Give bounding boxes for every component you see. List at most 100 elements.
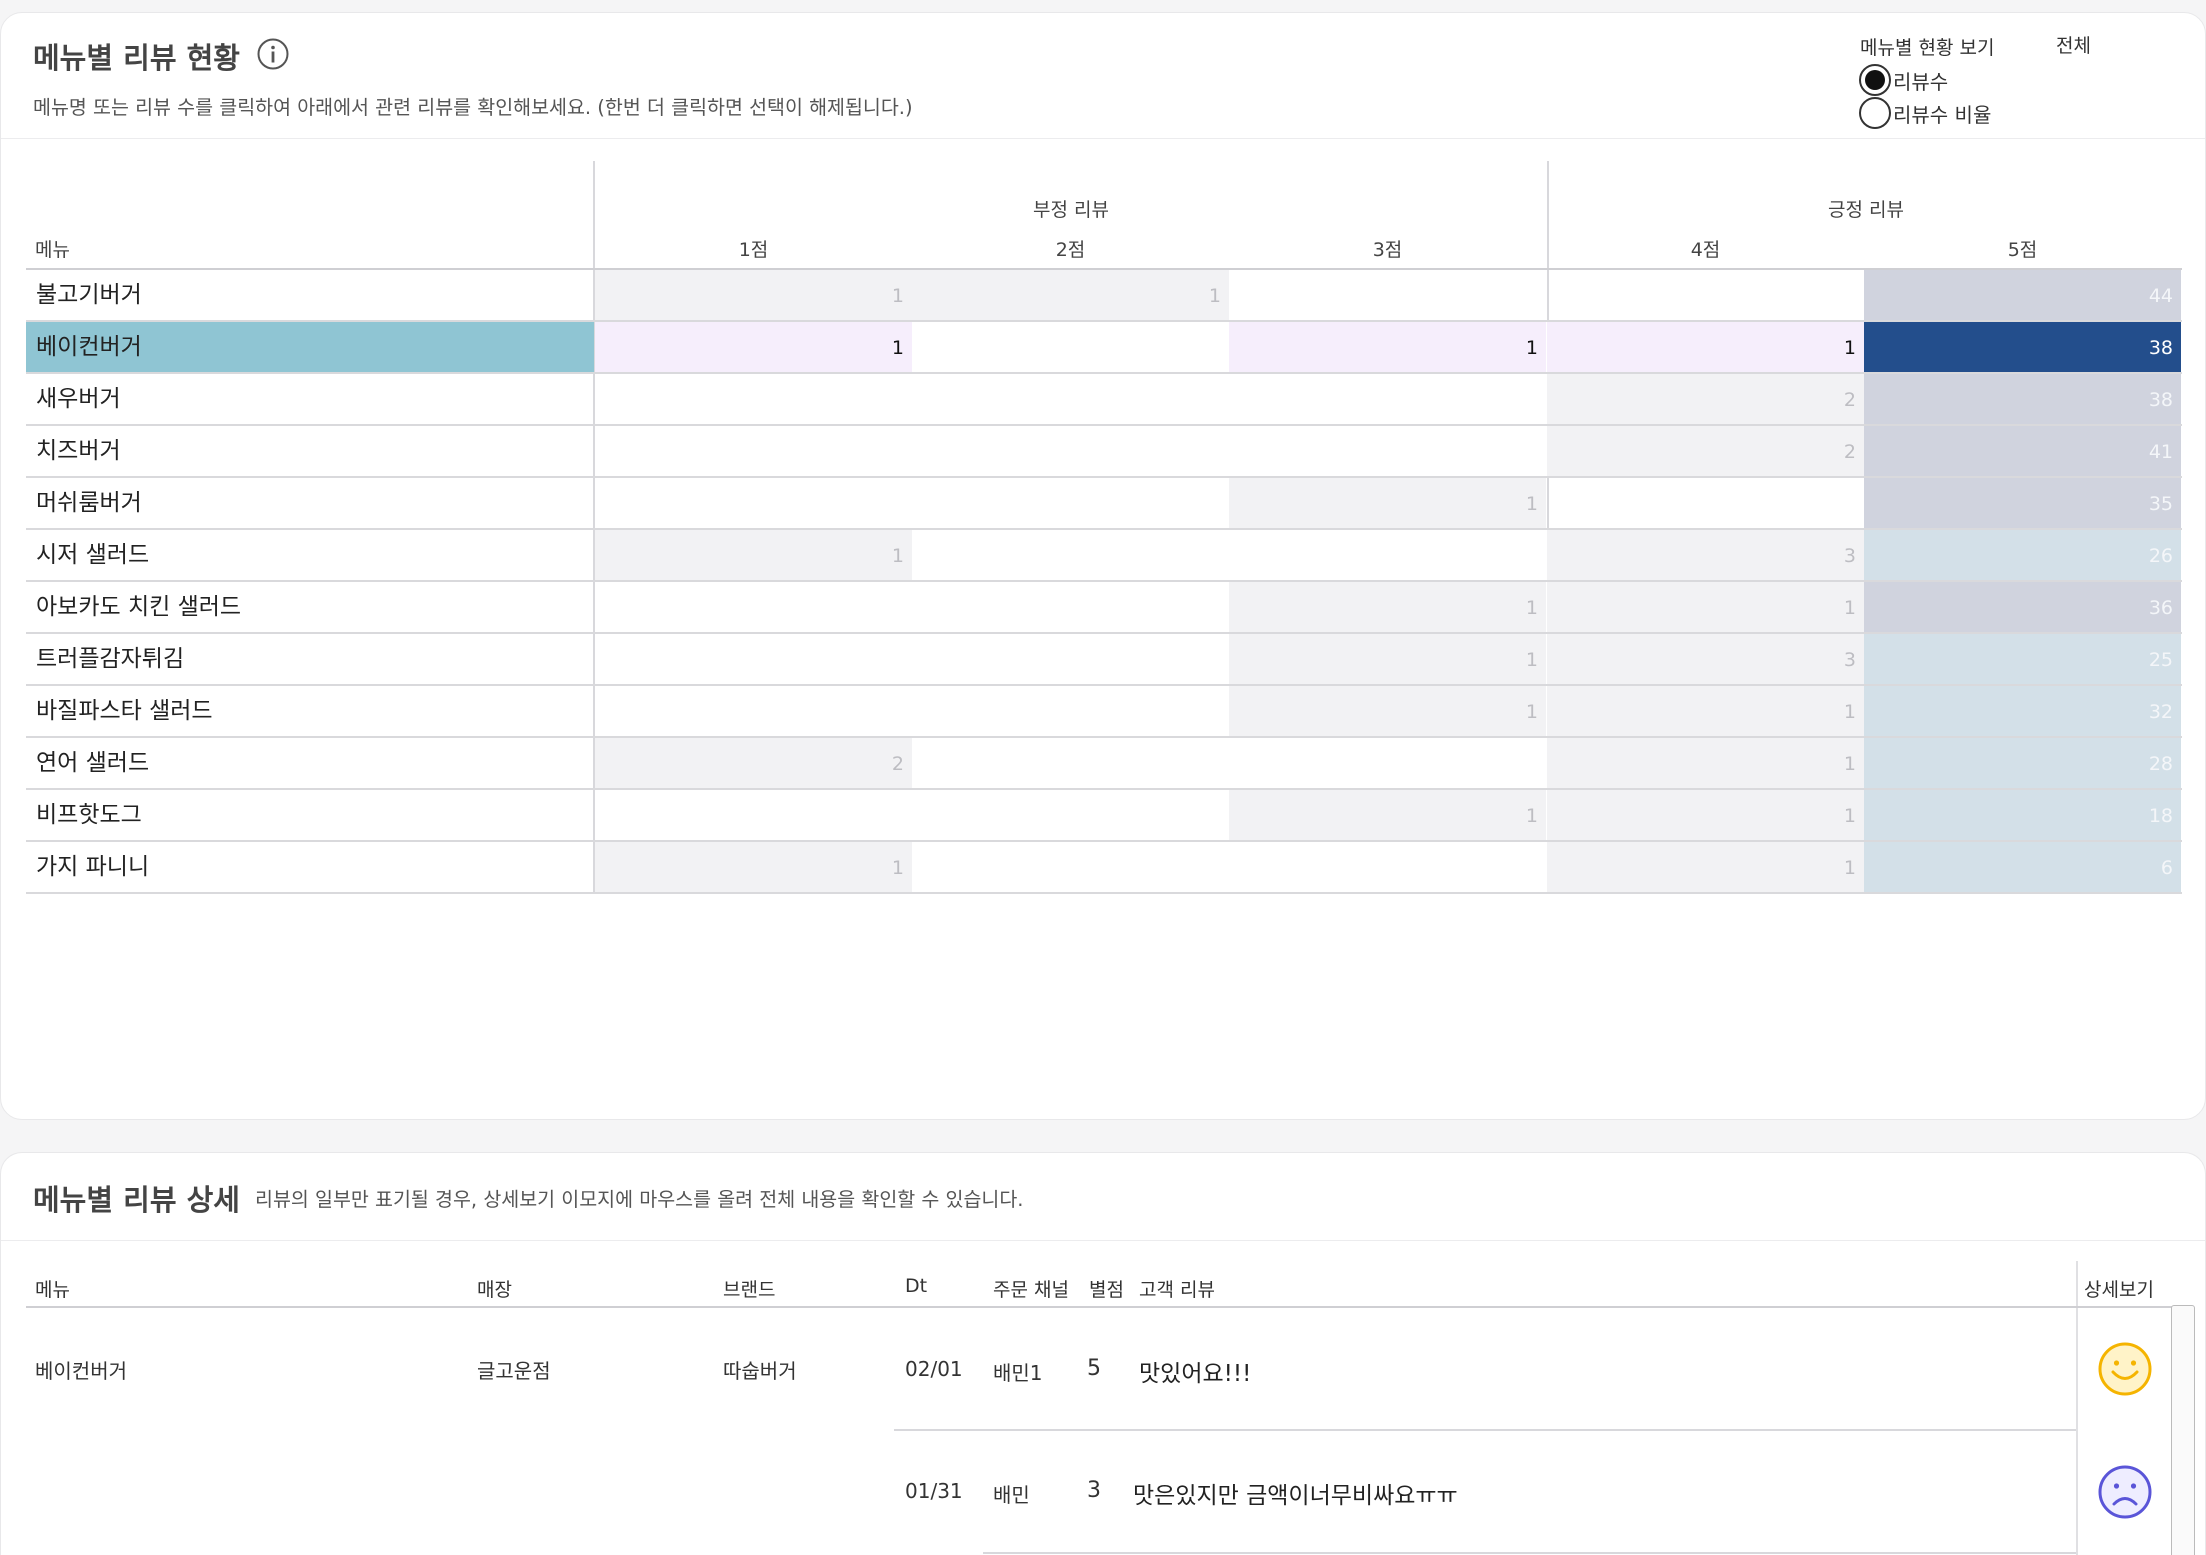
matrix-menu-cell[interactable]: 치즈버거 bbox=[36, 438, 121, 464]
matrix-score-4-cell[interactable]: 1 bbox=[1547, 686, 1864, 736]
matrix-score-5-cell[interactable]: 38 bbox=[1864, 374, 2181, 424]
matrix-score-5-cell[interactable]: 26 bbox=[1864, 530, 2181, 580]
matrix-score-3-cell[interactable] bbox=[1229, 842, 1546, 892]
matrix-score-1-cell[interactable]: 1 bbox=[595, 842, 912, 892]
row-divider bbox=[983, 1552, 2076, 1554]
matrix-score-2-cell[interactable] bbox=[912, 374, 1229, 424]
matrix-score-3-cell[interactable]: 1 bbox=[1229, 634, 1546, 684]
detail-menu-cell[interactable]: 베이컨버거 bbox=[35, 1359, 127, 1383]
detail-review-header: 고객 리뷰 bbox=[1139, 1279, 1215, 1301]
matrix-score-2-cell[interactable] bbox=[912, 738, 1229, 788]
matrix-score-4-cell[interactable]: 1 bbox=[1547, 582, 1864, 632]
matrix-score-5-cell[interactable]: 28 bbox=[1864, 738, 2181, 788]
matrix-score-5-cell[interactable]: 41 bbox=[1864, 426, 2181, 476]
matrix-score-1-cell[interactable]: 1 bbox=[595, 322, 912, 372]
detail-view-header: 상세보기 bbox=[2084, 1279, 2154, 1301]
matrix-score-2-cell[interactable] bbox=[912, 530, 1229, 580]
matrix-score-4-cell[interactable]: 2 bbox=[1547, 374, 1864, 424]
group-divider-right bbox=[1547, 161, 1549, 893]
matrix-score-4-cell[interactable]: 1 bbox=[1547, 842, 1864, 892]
matrix-score-2-cell[interactable] bbox=[912, 842, 1229, 892]
matrix-score-3-cell[interactable] bbox=[1229, 530, 1546, 580]
matrix-score-5-cell[interactable]: 25 bbox=[1864, 634, 2181, 684]
matrix-menu-cell[interactable]: 머쉬룸버거 bbox=[36, 490, 142, 516]
review-date: 02/01 bbox=[905, 1357, 963, 1381]
radio-button[interactable] bbox=[1859, 97, 1891, 129]
matrix-score-1-cell[interactable] bbox=[595, 478, 912, 528]
matrix-score-3-cell[interactable] bbox=[1229, 738, 1546, 788]
matrix-score-2-cell[interactable] bbox=[912, 634, 1229, 684]
matrix-score-4-cell[interactable] bbox=[1547, 478, 1864, 528]
matrix-row: 비프핫도그 1 1 18 bbox=[26, 790, 2182, 842]
matrix-score-5-cell[interactable]: 44 bbox=[1864, 270, 2181, 320]
matrix-score-3-cell[interactable]: 1 bbox=[1229, 478, 1546, 528]
matrix-row: 치즈버거 2 41 bbox=[26, 426, 2182, 478]
radio-review-ratio[interactable]: 리뷰수 비율 bbox=[1859, 97, 1991, 129]
matrix-score-4-cell[interactable]: 3 bbox=[1547, 634, 1864, 684]
matrix-score-2-cell[interactable] bbox=[912, 686, 1229, 736]
negative-review-header: 부정 리뷰 bbox=[1033, 199, 1109, 221]
matrix-score-5-cell[interactable]: 35 bbox=[1864, 478, 2181, 528]
matrix-score-3-cell[interactable] bbox=[1229, 270, 1546, 320]
smile-icon[interactable] bbox=[2097, 1341, 2153, 1397]
matrix-score-2-cell[interactable] bbox=[912, 478, 1229, 528]
matrix-menu-cell[interactable]: 바질파스타 샐러드 bbox=[36, 698, 213, 724]
matrix-menu-cell[interactable]: 불고기버거 bbox=[36, 282, 142, 308]
matrix-score-4-cell[interactable]: 1 bbox=[1547, 738, 1864, 788]
matrix-score-1-cell[interactable]: 2 bbox=[595, 738, 912, 788]
matrix-menu-cell[interactable]: 트러플감자튀김 bbox=[36, 646, 185, 672]
matrix-score-3-cell[interactable] bbox=[1229, 374, 1546, 424]
score-3-header: 3점 bbox=[1372, 239, 1403, 261]
matrix-score-5-cell[interactable]: 32 bbox=[1864, 686, 2181, 736]
matrix-row: 가지 파니니 1 1 6 bbox=[26, 842, 2182, 894]
matrix-score-3-cell[interactable]: 1 bbox=[1229, 790, 1546, 840]
review-channel: 배민1 bbox=[993, 1361, 1043, 1385]
matrix-score-1-cell[interactable]: 1 bbox=[595, 530, 912, 580]
radio-review-count-label: 리뷰수 bbox=[1893, 69, 1949, 94]
score-4-header: 4점 bbox=[1690, 239, 1721, 261]
matrix-score-4-cell[interactable]: 3 bbox=[1547, 530, 1864, 580]
matrix-score-3-cell[interactable]: 1 bbox=[1229, 322, 1546, 372]
matrix-menu-cell[interactable]: 시저 샐러드 bbox=[36, 542, 150, 568]
detail-scrollbar[interactable] bbox=[2171, 1305, 2195, 1555]
matrix-score-3-cell[interactable] bbox=[1229, 426, 1546, 476]
matrix-score-1-cell[interactable] bbox=[595, 426, 912, 476]
matrix-score-3-cell[interactable]: 1 bbox=[1229, 686, 1546, 736]
matrix-score-4-cell[interactable]: 1 bbox=[1547, 790, 1864, 840]
matrix-score-4-cell[interactable]: 1 bbox=[1547, 322, 1864, 372]
matrix-score-1-cell[interactable]: 1 bbox=[595, 270, 912, 320]
matrix-menu-cell[interactable]: 연어 샐러드 bbox=[36, 750, 150, 776]
matrix-score-2-cell[interactable]: 1 bbox=[912, 270, 1229, 320]
menu-review-detail-card: 메뉴별 리뷰 상세 리뷰의 일부만 표기될 경우, 상세보기 이모지에 마우스를… bbox=[0, 1152, 2206, 1555]
radio-review-count[interactable]: 리뷰수 bbox=[1859, 64, 1948, 96]
matrix-menu-cell[interactable]: 새우버거 bbox=[36, 386, 121, 412]
matrix-score-3-cell[interactable]: 1 bbox=[1229, 582, 1546, 632]
detail-rating-header: 별점 bbox=[1089, 1279, 1124, 1301]
matrix-menu-cell[interactable]: 가지 파니니 bbox=[36, 854, 150, 880]
matrix-score-2-cell[interactable] bbox=[912, 426, 1229, 476]
matrix-score-5-cell[interactable]: 6 bbox=[1864, 842, 2181, 892]
detail-brand-cell: 따숩버거 bbox=[723, 1359, 797, 1383]
matrix-score-2-cell[interactable] bbox=[912, 582, 1229, 632]
matrix-score-5-cell[interactable]: 36 bbox=[1864, 582, 2181, 632]
matrix-score-2-cell[interactable] bbox=[912, 790, 1229, 840]
frown-icon[interactable] bbox=[2097, 1464, 2153, 1520]
scope-label: 전체 bbox=[2056, 35, 2091, 57]
info-icon[interactable] bbox=[256, 37, 290, 71]
matrix-score-2-cell[interactable] bbox=[912, 322, 1229, 372]
matrix-score-1-cell[interactable] bbox=[595, 374, 912, 424]
matrix-score-4-cell[interactable] bbox=[1547, 270, 1864, 320]
matrix-score-4-cell[interactable]: 2 bbox=[1547, 426, 1864, 476]
matrix-menu-cell[interactable]: 베이컨버거 bbox=[26, 322, 594, 372]
row-divider bbox=[894, 1429, 2076, 1431]
positive-review-header: 긍정 리뷰 bbox=[1828, 199, 1904, 221]
matrix-menu-cell[interactable]: 비프핫도그 bbox=[36, 802, 142, 828]
matrix-score-1-cell[interactable] bbox=[595, 790, 912, 840]
matrix-score-1-cell[interactable] bbox=[595, 686, 912, 736]
matrix-score-5-cell[interactable]: 38 bbox=[1864, 322, 2181, 372]
matrix-score-5-cell[interactable]: 18 bbox=[1864, 790, 2181, 840]
matrix-menu-cell[interactable]: 아보카도 치킨 샐러드 bbox=[36, 594, 242, 620]
matrix-score-1-cell[interactable] bbox=[595, 634, 912, 684]
radio-button-selected[interactable] bbox=[1859, 64, 1891, 96]
matrix-score-1-cell[interactable] bbox=[595, 582, 912, 632]
